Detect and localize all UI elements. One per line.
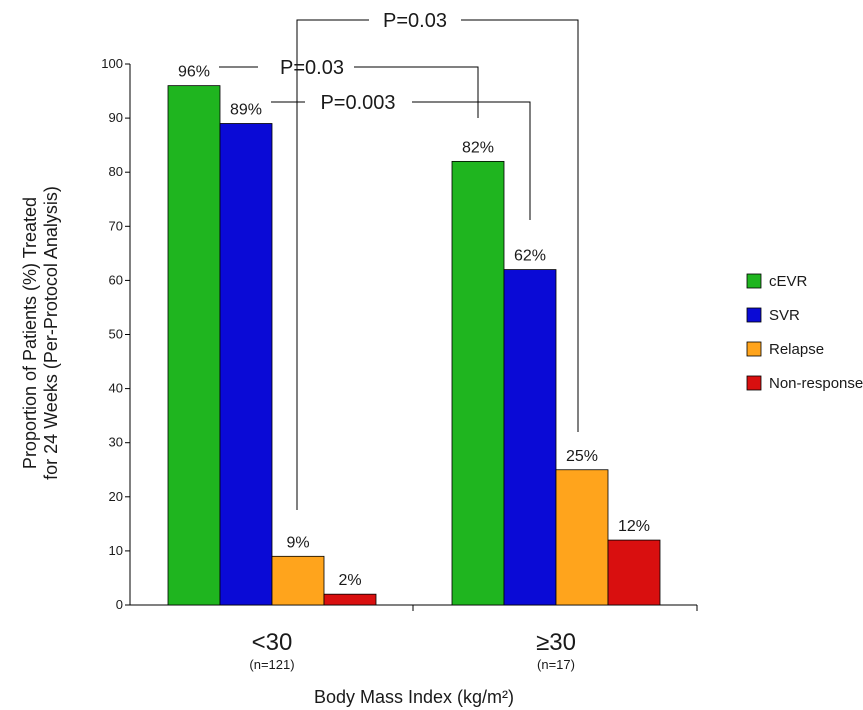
- y-tick-label: 30: [109, 435, 123, 450]
- y-tick-label: 40: [109, 381, 123, 396]
- legend-label-relapse: Relapse: [769, 341, 824, 358]
- bars: [167, 85, 661, 606]
- bar-cevr-group-2: [451, 160, 505, 606]
- data-label-non-response-group-1: 2%: [338, 572, 361, 589]
- y-tick-label: 20: [109, 489, 123, 504]
- x-category-sample-size: (n=17): [537, 657, 575, 672]
- x-axis-category-labels: <30(n=121) ≥30(n=17): [249, 629, 576, 672]
- x-axis-title: Body Mass Index (kg/m²): [314, 687, 514, 707]
- y-tick-label: 90: [109, 110, 123, 125]
- data-label-svr-group-1: 89%: [230, 102, 262, 119]
- bar-svr-group-1: [219, 123, 273, 606]
- y-tick-label: 50: [109, 327, 123, 342]
- legend-label-svr: SVR: [769, 307, 800, 324]
- data-label-non-response-group-2: 12%: [618, 518, 650, 535]
- legend: cEVR SVR Relapse Non-response: [746, 273, 863, 392]
- bar-non-response-group-1: [323, 593, 377, 606]
- bar-non-response-group-2: [607, 539, 661, 606]
- p-value-label: P=0.03: [383, 10, 447, 32]
- bracket-line: [461, 19, 579, 432]
- y-axis-title-line1: Proportion of Patients (%) Treated: [20, 197, 40, 469]
- data-label-cevr-group-2: 82%: [462, 139, 494, 156]
- y-tick-label: 80: [109, 164, 123, 179]
- significance-brackets: P=0.03 P=0.03 P=0.003: [219, 10, 579, 510]
- y-axis-ticks: 0 10 20 30 40 50 60 70 80 90 100: [101, 56, 130, 612]
- y-tick-label: 10: [109, 543, 123, 558]
- data-label-cevr-group-1: 96%: [178, 64, 210, 81]
- x-category-sample-size: (n=121): [249, 657, 294, 672]
- y-tick-label: 60: [109, 272, 123, 287]
- legend-label-cevr: cEVR: [769, 273, 808, 290]
- bar-relapse-group-1: [271, 555, 325, 606]
- y-tick-label: 100: [101, 56, 123, 71]
- p-value-label: P=0.003: [320, 92, 395, 114]
- legend-swatch-non-response: [746, 375, 762, 391]
- y-tick-label: 70: [109, 218, 123, 233]
- y-tick-label: 0: [116, 597, 123, 612]
- legend-label-non-response: Non-response: [769, 375, 863, 392]
- bracket-line: [296, 19, 369, 510]
- bracket-line: [412, 101, 531, 220]
- bar-svr-group-2: [503, 269, 557, 606]
- data-labels: 96% 82% 89% 62% 9% 25% 2% 12%: [178, 64, 650, 590]
- data-label-svr-group-2: 62%: [514, 248, 546, 265]
- bracket-line: [354, 66, 479, 118]
- y-axis-title: Proportion of Patients (%) Treated for 2…: [20, 186, 61, 480]
- x-category-label: ≥30: [536, 629, 576, 656]
- legend-swatch-relapse: [746, 341, 762, 357]
- y-axis-title-line2: for 24 Weeks (Per-Protocol Analysis): [41, 186, 61, 480]
- legend-swatch-cevr: [746, 273, 762, 289]
- p-value-label: P=0.03: [280, 57, 344, 79]
- data-label-relapse-group-1: 9%: [286, 534, 309, 551]
- bar-cevr-group-1: [167, 85, 221, 606]
- legend-swatch-svr: [746, 307, 762, 323]
- data-label-relapse-group-2: 25%: [566, 448, 598, 465]
- x-category-label: <30: [252, 629, 293, 656]
- bar-relapse-group-2: [555, 469, 609, 606]
